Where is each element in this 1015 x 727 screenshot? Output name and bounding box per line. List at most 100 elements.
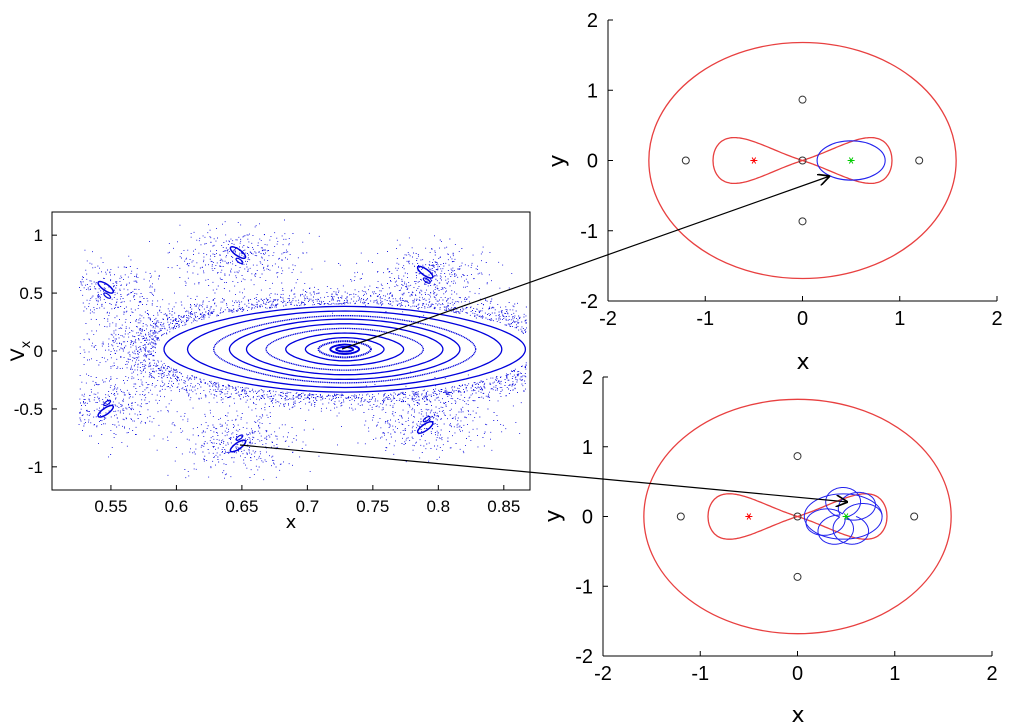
invariant-curve — [285, 332, 405, 367]
poincare-y-label: Vx — [7, 340, 34, 361]
invariant-curve — [213, 315, 477, 384]
x-tick-label: 1 — [889, 663, 900, 685]
poincare-y-axis: 1 0.5 0 -0.5 -1 — [14, 226, 57, 477]
y-tick-label: 2 — [582, 367, 593, 389]
lagrange-point-marker — [793, 572, 802, 581]
primary-body-marker — [842, 513, 850, 520]
y-tick-label: -1 — [580, 221, 598, 243]
y-tick-label: -2 — [580, 291, 598, 313]
y-tick-label: -0.5 — [14, 400, 43, 419]
poincare-x-axis: 0.55 0.6 0.65 0.7 0.75 0.8 0.85 — [94, 485, 520, 516]
x-tick-label: -2 — [594, 663, 612, 685]
y-tick-label: -1 — [575, 576, 593, 598]
orbit-top-axes: -2 -1 0 1 2 2 1 0 -1 -2 — [580, 10, 1002, 330]
invariant-curve — [317, 340, 372, 359]
svg-text:Vx: Vx — [7, 340, 34, 361]
orbit-curve — [816, 140, 886, 181]
primary-body-marker — [745, 513, 753, 520]
x-tick-label: 2 — [991, 308, 1002, 330]
asterisk-stroke — [848, 157, 854, 164]
invariant-curve — [228, 318, 461, 381]
chaotic-sea-points — [78, 219, 527, 481]
island-curve — [422, 415, 431, 423]
lagrange-point-marker — [793, 512, 802, 521]
lagrange-point-marker — [793, 452, 802, 461]
island-curve — [229, 246, 247, 260]
island-curve — [235, 434, 244, 441]
primary-body-marker — [847, 157, 855, 164]
invariant-curve — [335, 345, 355, 353]
x-tick-label: 0.65 — [225, 497, 258, 516]
orbit-top-curves — [648, 41, 957, 280]
orbit-bottom-curves — [643, 398, 952, 635]
orbit-bottom-x-label: x — [791, 703, 804, 727]
x-tick-label: 0.85 — [487, 497, 520, 516]
outer-zero-velocity-curve — [648, 41, 957, 280]
island-curve — [97, 404, 115, 418]
x-tick-label: 0 — [792, 663, 803, 685]
poincare-y-label-sub: x — [19, 340, 34, 348]
y-tick-label: 1 — [34, 226, 43, 245]
invariant-curve — [245, 323, 444, 376]
asterisk-stroke — [746, 513, 752, 520]
island-curve — [416, 265, 434, 279]
island-curve — [103, 399, 112, 407]
asterisk-stroke — [751, 157, 757, 164]
poincare-y-label-main: V — [7, 348, 29, 361]
x-tick-label: 0.75 — [356, 497, 389, 516]
orbit-bottom-axes: -2 -1 0 1 2 2 1 0 -1 -2 — [575, 367, 997, 685]
y-tick-label: 0.5 — [19, 284, 43, 303]
poincare-x-label: x — [286, 512, 297, 533]
x-tick-label: 0.7 — [296, 497, 320, 516]
primary-body-marker — [750, 157, 758, 164]
lagrange-point-marker — [910, 512, 919, 521]
island-curve — [103, 292, 112, 299]
y-tick-label: 1 — [587, 80, 598, 102]
island-curve — [422, 277, 431, 284]
orbit-curve — [805, 487, 883, 545]
inner-zero-velocity-curve — [712, 136, 893, 185]
y-tick-label: 0 — [582, 507, 593, 529]
island-curve — [229, 439, 247, 453]
x-tick-label: 1 — [894, 308, 905, 330]
invariant-curve — [304, 337, 385, 362]
x-tick-label: 0.8 — [427, 497, 451, 516]
invariant-curve — [163, 305, 527, 393]
y-tick-label: 0 — [587, 151, 598, 173]
orbit-bottom-panel: -2 -1 0 1 2 2 1 0 -1 -2 x y — [541, 367, 998, 727]
outer-zero-velocity-curve — [643, 398, 952, 635]
orbit-top-y-label: y — [545, 154, 570, 167]
poincare-panel: 0.55 0.6 0.65 0.7 0.75 0.8 0.85 10.50-0.5-1 x … — [7, 211, 531, 533]
invariant-curve — [186, 310, 503, 389]
y-tick-label: -2 — [575, 646, 593, 668]
x-tick-label: 0 — [797, 308, 808, 330]
x-tick-label: 0.6 — [165, 497, 189, 516]
orbit-top-panel: -2 -1 0 1 2 2 1 0 -1 -2 x y — [545, 10, 1003, 375]
x-tick-label: 0.55 — [94, 497, 127, 516]
lagrange-point-marker — [798, 95, 807, 104]
y-tick-label: 0 — [34, 342, 43, 361]
lagrange-point-marker — [798, 217, 807, 226]
x-tick-label: -2 — [599, 308, 617, 330]
poincare-points — [78, 219, 527, 481]
orbit-bottom-y-label: y — [541, 509, 566, 522]
y-tick-label: -1 — [28, 458, 43, 477]
lagrange-point-marker — [681, 156, 690, 165]
asterisk-stroke — [843, 513, 849, 520]
y-tick-label: 1 — [582, 437, 593, 459]
connector-arrows — [239, 176, 848, 502]
lagrange-point-marker — [676, 512, 685, 521]
arrow-to-top-orbit — [341, 176, 830, 350]
arrow-to-bottom-orbit — [239, 444, 848, 502]
island-curve — [235, 257, 244, 265]
orbit-curve — [803, 493, 883, 540]
lagrange-point-marker — [915, 156, 924, 165]
x-tick-label: -1 — [691, 663, 709, 685]
x-tick-label: 2 — [986, 663, 997, 685]
orbit-top-x-label: x — [796, 350, 809, 375]
invariant-curve — [265, 327, 424, 371]
island-curve — [97, 280, 115, 294]
island-curve — [416, 420, 434, 434]
y-tick-label: 2 — [587, 10, 598, 32]
